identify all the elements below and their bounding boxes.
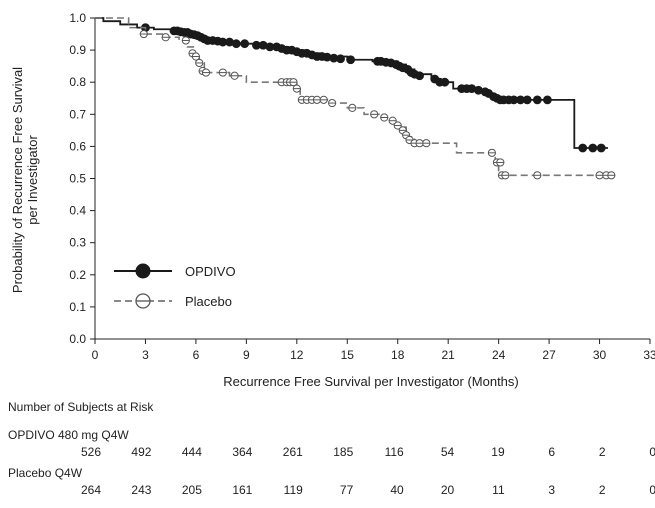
- x-tick-label: 24: [492, 348, 506, 362]
- x-tick-label: 3: [142, 348, 149, 362]
- censor-marker-opdivo: [578, 143, 588, 153]
- risk-value: 6: [548, 445, 555, 459]
- x-tick-label: 9: [243, 348, 250, 362]
- risk-value: 0: [649, 445, 655, 459]
- legend-placebo-label: Placebo: [185, 294, 232, 309]
- risk-value: 20: [441, 483, 455, 497]
- censor-marker-opdivo: [543, 95, 552, 105]
- risk-row-placebo: 264 243 205 161 119 77 40 20 11 3 2 0: [81, 483, 655, 497]
- censor-markers-opdivo: [141, 23, 606, 153]
- y-tick-label: 0.6: [69, 139, 86, 153]
- risk-value: 264: [81, 483, 101, 497]
- legend-opdivo-label: OPDIVO: [185, 264, 236, 279]
- legend-item-opdivo: OPDIVO: [114, 263, 236, 279]
- risk-value: 526: [81, 445, 101, 459]
- risk-value: 19: [491, 445, 505, 459]
- risk-value: 492: [131, 445, 151, 459]
- censor-marker-opdivo: [346, 55, 356, 65]
- censor-marker-opdivo: [440, 77, 450, 87]
- y-tick-label: 0.7: [69, 107, 86, 121]
- risk-value: 243: [131, 483, 151, 497]
- risk-table-header: Number of Subjects at Risk: [8, 400, 154, 414]
- censor-marker-opdivo: [415, 71, 424, 81]
- y-tick-label: 0.1: [69, 300, 86, 314]
- y-axis-title-line-1: Probability of Recurrence Free Survival: [10, 67, 25, 293]
- x-tick-label: 21: [442, 348, 456, 362]
- x-tick-label: 15: [341, 348, 355, 362]
- risk-value: 54: [441, 445, 455, 459]
- x-tick-label: 6: [193, 348, 200, 362]
- legend-opdivo-marker: [135, 263, 151, 279]
- y-tick-label: 1.0: [69, 11, 86, 25]
- legend-item-placebo: Placebo: [114, 293, 232, 309]
- y-axis-title-line-2: per Investigator: [25, 135, 40, 225]
- x-axis-title: Recurrence Free Survival per Investigato…: [223, 374, 519, 389]
- y-axis-title: Probability of Recurrence Free Survival …: [10, 67, 40, 293]
- risk-value: 185: [333, 445, 353, 459]
- risk-value: 116: [385, 445, 404, 459]
- y-tick-label: 0.8: [69, 75, 86, 89]
- risk-value: 2: [599, 483, 606, 497]
- y-tick-label: 0.9: [69, 43, 86, 57]
- risk-value: 11: [492, 483, 505, 497]
- y-tick-label: 0.5: [69, 172, 86, 186]
- censor-marker-opdivo: [596, 143, 606, 153]
- legend: OPDIVO Placebo: [114, 263, 236, 309]
- x-tick-label: 18: [391, 348, 405, 362]
- risk-table: Number of Subjects at Risk OPDIVO 480 mg…: [8, 400, 655, 497]
- risk-row-opdivo: 526 492 444 364 261 185 116 54 19 6 2 0: [81, 445, 655, 459]
- risk-value: 364: [232, 445, 252, 459]
- x-tick-label: 30: [593, 348, 607, 362]
- risk-value: 40: [390, 483, 404, 497]
- risk-value: 161: [232, 483, 252, 497]
- risk-row-label-opdivo: OPDIVO 480 mg Q4W: [8, 428, 129, 442]
- x-ticks: 0 3 6 9 12 15 18 21 24 27 30 33: [92, 339, 655, 362]
- y-tick-label: 0.3: [69, 236, 86, 250]
- censor-markers-placebo: [139, 29, 616, 180]
- censor-marker-opdivo: [240, 39, 250, 49]
- risk-value: 2: [599, 445, 606, 459]
- risk-value: 205: [182, 483, 202, 497]
- x-tick-label: 0: [92, 348, 99, 362]
- censor-marker-opdivo: [522, 95, 532, 105]
- y-tick-label: 0.0: [69, 332, 86, 346]
- censor-marker-opdivo: [336, 54, 345, 64]
- censor-marker-opdivo: [532, 95, 542, 105]
- risk-row-label-placebo: Placebo Q4W: [8, 466, 83, 480]
- risk-value: 3: [548, 483, 555, 497]
- risk-value: 444: [182, 445, 202, 459]
- risk-value: 0: [649, 483, 655, 497]
- risk-value: 119: [284, 483, 303, 497]
- x-tick-label: 12: [290, 348, 304, 362]
- risk-value: 261: [283, 445, 303, 459]
- y-ticks: 0.0 0.1 0.2 0.3 0.4 0.5 0.6 0.7 0.8 0.9 1.0: [69, 11, 95, 346]
- x-tick-label: 33: [643, 348, 655, 362]
- series-layer: [95, 17, 616, 180]
- x-tick-label: 27: [542, 348, 556, 362]
- y-tick-label: 0.4: [69, 204, 86, 218]
- censor-marker-opdivo: [231, 39, 241, 49]
- censor-marker-opdivo: [588, 143, 598, 153]
- y-tick-label: 0.2: [69, 268, 86, 282]
- risk-value: 77: [340, 483, 354, 497]
